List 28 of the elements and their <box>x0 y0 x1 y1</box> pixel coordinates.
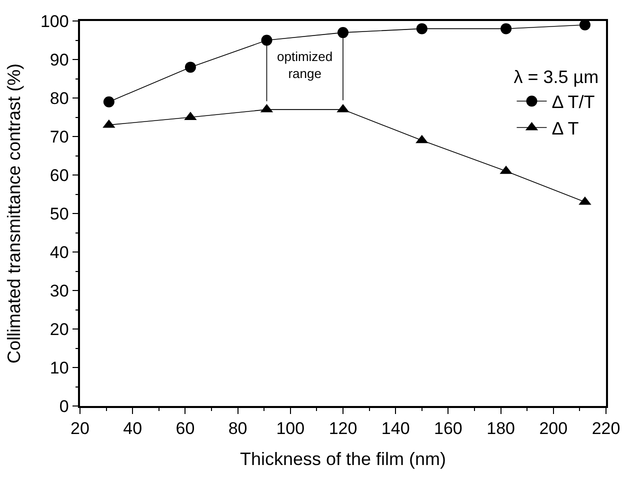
x-tick-label: 180 <box>486 419 515 438</box>
x-tick-label: 40 <box>123 419 142 438</box>
x-tick-label: 100 <box>276 419 305 438</box>
y-tick-label: 100 <box>40 12 69 31</box>
annotation: optimized range <box>277 49 333 81</box>
y-tick-label: 60 <box>50 166 69 185</box>
x-tick-label: 220 <box>592 419 620 438</box>
x-tick-label: 160 <box>434 419 462 438</box>
y-tick-label: 10 <box>50 358 69 378</box>
y-tick-label: 0 <box>59 396 69 416</box>
legend-label: Δ T/T <box>552 92 595 112</box>
y-tick-label: 80 <box>50 88 69 108</box>
x-tick-label: 120 <box>328 419 358 438</box>
x-tick-label: 80 <box>228 419 248 438</box>
y-tick-label: 20 <box>50 320 69 339</box>
x-tick-label: 60 <box>176 419 195 438</box>
x-tick-label: 140 <box>381 419 410 438</box>
y-tick-label: 30 <box>50 281 69 300</box>
y-axis-title: Collimated transmittance contrast (%) <box>4 63 24 364</box>
y-tick-label: 70 <box>50 127 69 146</box>
legend-title: λ = 3.5 µm <box>514 66 599 87</box>
y-tick-label: 90 <box>50 50 69 70</box>
y-tick-label: 50 <box>50 204 69 224</box>
x-tick-label: 200 <box>539 419 568 438</box>
x-tick-label: 20 <box>70 419 90 438</box>
legend-label: Δ T <box>552 118 579 139</box>
x-axis-title: Thickness of the film (nm) <box>240 448 446 469</box>
y-tick-label: 40 <box>50 242 69 262</box>
